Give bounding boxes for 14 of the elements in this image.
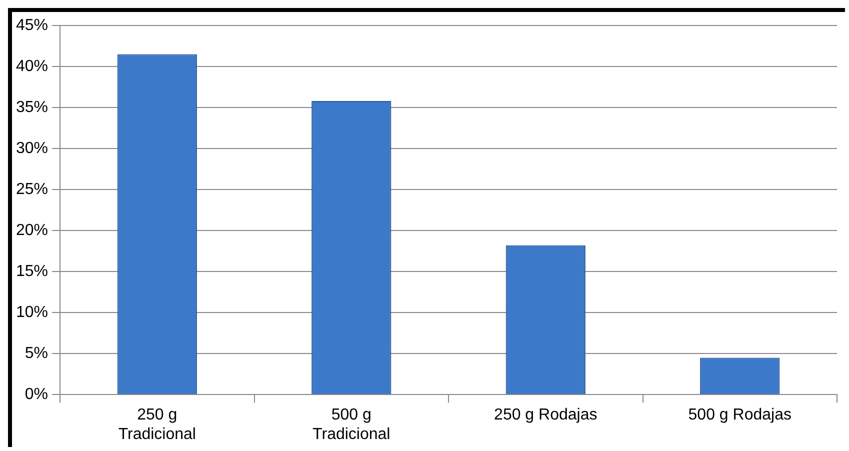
y-tick-label: 20%: [16, 222, 48, 240]
y-tick-label: 30%: [16, 140, 48, 158]
x-tick-label: 500 g Rodajas: [688, 406, 792, 424]
y-tick-label: 5%: [24, 345, 48, 362]
x-tick-label: 500 g Tradicional: [312, 406, 390, 443]
y-tick-label: 40%: [16, 58, 48, 76]
y-tick-label: 15%: [16, 263, 48, 280]
y-tick-label: 0%: [24, 386, 48, 404]
x-tick-label: 250 g Rodajas: [494, 406, 598, 424]
y-tick-label: 10%: [16, 304, 48, 322]
y-tick-label: 35%: [16, 99, 48, 116]
x-tick-label: 250 g Tradicional: [118, 406, 196, 443]
y-tick-label: 45%: [16, 17, 48, 34]
y-tick-label: 25%: [16, 181, 48, 198]
